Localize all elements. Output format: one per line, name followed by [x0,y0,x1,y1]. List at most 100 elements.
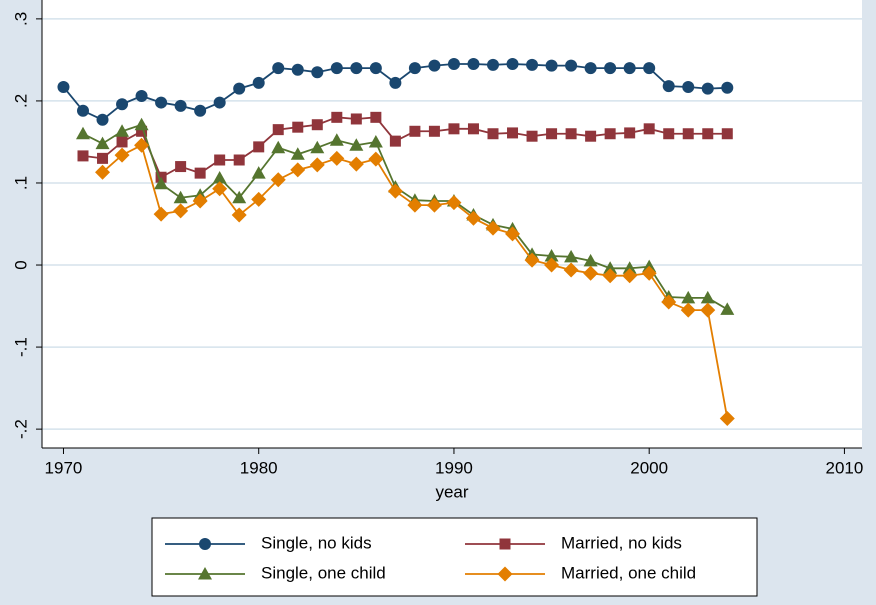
marker [252,76,265,89]
marker [446,195,462,211]
marker [505,226,521,242]
y-tick-label: 0 [11,260,30,269]
marker [368,134,383,148]
legend-box [151,517,758,597]
marker [545,59,558,72]
marker [447,58,460,70]
marker [467,58,480,70]
marker [583,265,599,281]
marker [604,62,617,75]
marker [499,538,511,550]
marker [448,123,460,135]
marker [682,128,694,140]
x-tick-label: 2010 [826,458,864,477]
marker [271,140,286,154]
marker [198,567,212,580]
marker [603,261,618,274]
marker [214,154,226,166]
marker [563,262,579,278]
marker [680,302,696,318]
marker [487,58,499,71]
marker [231,207,247,223]
marker [721,81,734,94]
marker [155,96,168,109]
marker [116,136,128,148]
marker [329,150,345,166]
marker [233,82,246,95]
marker [232,190,247,204]
marker [194,104,207,117]
marker [585,130,597,142]
marker [115,124,130,137]
marker [76,126,90,140]
marker [409,125,421,137]
marker [330,62,343,75]
marker [602,268,618,284]
marker [565,128,577,140]
marker [329,133,344,146]
marker [389,135,401,147]
x-tick-label: 1980 [240,458,278,477]
marker [681,290,696,304]
marker [487,128,499,140]
x-tick-label: 2000 [630,458,668,477]
y-tick-label: -.1 [11,337,30,357]
marker [389,76,402,89]
marker [292,121,304,133]
marker [526,58,539,71]
marker [213,96,226,109]
marker [253,141,265,153]
marker [57,80,70,93]
marker [700,290,715,304]
marker [114,147,130,163]
marker [721,128,733,140]
series-line [82,116,728,179]
marker [544,257,560,273]
marker [116,98,129,111]
y-tick-label: .2 [11,94,30,108]
marker [77,104,89,117]
marker [467,123,479,135]
marker [174,99,187,112]
marker [370,111,382,123]
marker [584,62,597,75]
marker [662,80,675,93]
marker [524,252,540,268]
marker [407,197,423,213]
marker [310,140,325,154]
marker [663,128,675,140]
marker [526,130,538,142]
marker [624,127,636,139]
plot-area [42,0,862,448]
marker [136,125,148,137]
marker [309,157,325,173]
marker [97,152,109,164]
marker [173,190,188,204]
marker [719,410,735,426]
marker [331,111,343,123]
marker [134,117,149,131]
marker [702,128,714,140]
marker [485,220,501,236]
marker [700,302,716,318]
marker [622,261,637,274]
marker [134,137,150,153]
marker [348,156,364,172]
marker [583,253,598,267]
marker [272,124,284,136]
marker [497,566,513,582]
x-tick-label: 1990 [435,458,473,477]
marker [77,150,89,162]
marker [95,164,111,180]
marker [175,161,187,173]
x-axis-title: year [435,482,468,501]
marker [311,119,323,131]
marker [720,302,735,315]
marker [350,62,363,75]
marker [465,210,481,226]
marker [291,63,304,76]
marker [426,197,442,213]
legend-label: Married, no kids [561,533,682,552]
marker [701,82,714,95]
marker [194,167,206,179]
